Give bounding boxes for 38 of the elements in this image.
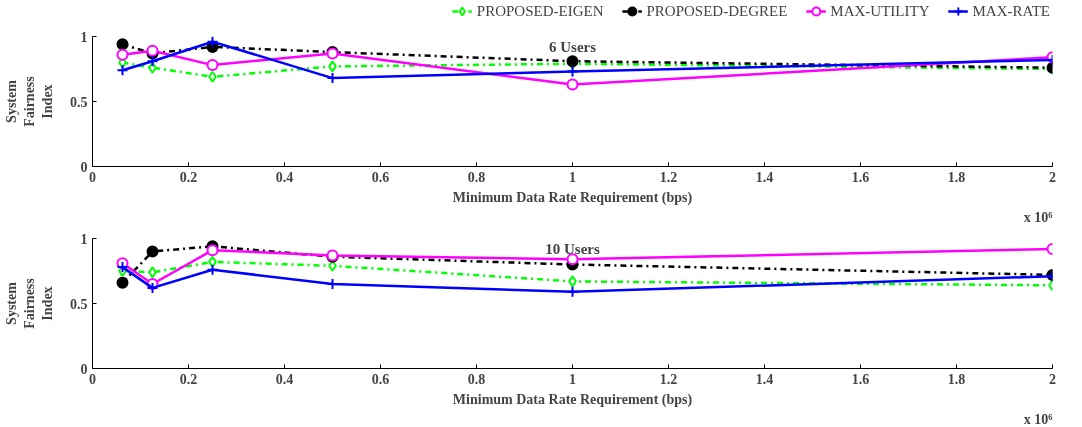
- legend-label: MAX-UTILITY: [830, 2, 930, 20]
- x-tick-label: 1: [569, 169, 576, 185]
- x-tick-label: 1.4: [755, 371, 774, 387]
- x-tick-label: 1.6: [851, 371, 870, 387]
- y-tick-label: 1: [80, 29, 88, 45]
- y-axis-title: System Fairness Index: [4, 277, 55, 329]
- x-tick-label: 0.6: [371, 169, 390, 185]
- legend-label: PROPOSED-EIGEN: [476, 2, 604, 20]
- x-axis-title: Minimum Data Rate Requirement (bps): [452, 391, 693, 408]
- x-tick-label: 1.8: [947, 371, 966, 387]
- x-tick-label: 0.8: [467, 169, 486, 185]
- text: x 10⁶: [1023, 411, 1053, 427]
- x-tick-label: 1.8: [947, 169, 966, 185]
- x-tick-label: 0.6: [371, 371, 390, 387]
- y-tick-label: 0: [80, 361, 88, 377]
- legend-label: MAX-RATE: [972, 2, 1050, 20]
- x-tick-label: 0.8: [467, 371, 486, 387]
- x-tick-label: 1.2: [659, 371, 678, 387]
- x-tick-label: 1.2: [659, 169, 678, 185]
- annotation: 10 Users: [545, 240, 600, 257]
- x-tick-label: 1: [569, 371, 576, 387]
- text: x 10⁶: [1023, 209, 1053, 225]
- annotation: 6 Users: [548, 38, 597, 55]
- x-tick-label: 1.4: [755, 169, 774, 185]
- x-tick-label: 0.2: [179, 169, 198, 185]
- y-tick-label: 0.5: [70, 94, 88, 110]
- x-tick-label: 2: [1049, 169, 1056, 185]
- x-tick-label: 0.2: [179, 371, 198, 387]
- y-tick-label: 0.5: [70, 296, 88, 312]
- legend-label: PROPOSED-DEGREE: [646, 2, 788, 20]
- x-tick-label: 0.4: [275, 169, 294, 185]
- x-tick-label: 2: [1049, 371, 1056, 387]
- y-tick-label: 0: [80, 159, 88, 175]
- x-axis-title: Minimum Data Rate Requirement (bps): [452, 189, 693, 206]
- y-tick-label: 1: [80, 231, 88, 247]
- y-axis-title: System Fairness Index: [4, 75, 55, 127]
- x-tick-label: 1.6: [851, 169, 870, 185]
- x-tick-label: 0.4: [275, 371, 294, 387]
